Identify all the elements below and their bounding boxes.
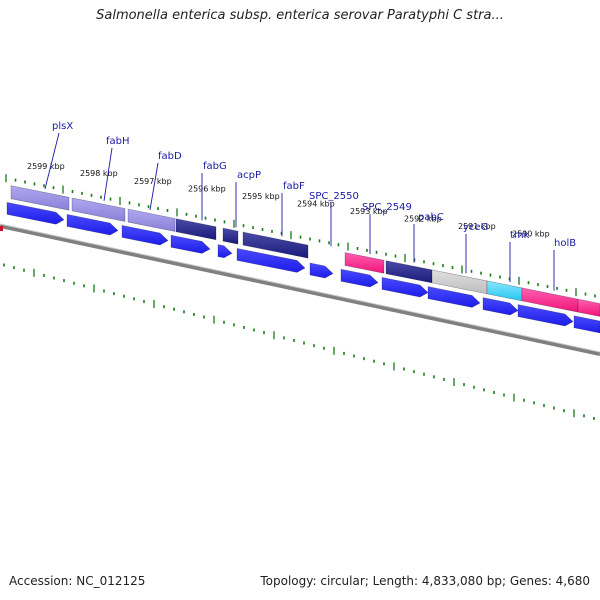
gene-label: pabC	[418, 212, 444, 223]
genome-summary: Topology: circular; Length: 4,833,080 bp…	[260, 574, 590, 588]
cds-arrow	[236, 248, 306, 273]
cds-arrow	[340, 268, 379, 288]
cds-arrow	[381, 277, 429, 298]
gene-label: fabG	[203, 161, 227, 172]
gene-leader-line	[149, 162, 159, 211]
kbp-label: 2591 kbp	[458, 222, 496, 231]
backbone-highlight	[0, 223, 600, 353]
gene-feature	[127, 208, 176, 232]
map-title: Salmonella enterica subsp. enterica sero…	[96, 8, 504, 23]
gene-feature	[344, 252, 385, 274]
gene-feature	[222, 227, 239, 245]
cds-arrow	[517, 304, 574, 327]
gene-label: yceG	[463, 222, 488, 233]
gene-leader-line	[103, 147, 113, 201]
kbp-label: 2594 kbp	[297, 200, 335, 209]
gene-leader-line	[44, 132, 60, 190]
cds-arrow	[170, 234, 211, 254]
kbp-label: 2597 kbp	[134, 177, 172, 186]
cds-arrow	[482, 297, 519, 316]
cds-arrow	[427, 286, 481, 308]
gene-feature	[175, 218, 217, 241]
cds-arrow	[121, 225, 169, 246]
gene-feature	[486, 280, 523, 302]
kbp-label: 2595 kbp	[242, 192, 280, 201]
gene-label: fabF	[283, 181, 305, 192]
gene-label: tmk	[510, 230, 530, 241]
gene-label: SPC_2549	[362, 202, 412, 213]
gene-label: fabH	[106, 136, 130, 147]
gene-label: plsX	[52, 121, 73, 132]
gene-feature	[71, 197, 126, 222]
kbp-label: 2599 kbp	[27, 162, 65, 171]
origin-marker	[0, 226, 3, 231]
gene-feature	[10, 185, 70, 211]
kbp-label: 2592 kbp	[404, 215, 442, 224]
cds-arrow	[66, 214, 119, 236]
accession-label: Accession: NC_012125	[9, 574, 146, 588]
cds-arrow	[573, 315, 600, 334]
kbp-label: 2596 kbp	[188, 184, 226, 193]
gene-feature	[242, 231, 309, 259]
cds-arrow	[6, 202, 65, 225]
gene-label: fabD	[158, 151, 182, 162]
kbp-label: 2590 kbp	[512, 230, 550, 239]
kbp-label: 2593 kbp	[350, 207, 388, 216]
gene-label: SPC_2550	[309, 191, 359, 202]
cds-arrow	[217, 244, 233, 259]
gene-label: holB	[554, 238, 576, 249]
kbp-label: 2598 kbp	[80, 169, 118, 178]
gene-feature	[577, 298, 600, 317]
gene-label: acpP	[237, 170, 261, 181]
cds-arrow	[309, 262, 334, 279]
backbone-line	[0, 224, 600, 356]
